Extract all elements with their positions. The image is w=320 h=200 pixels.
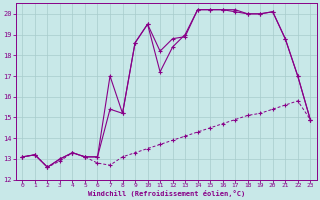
X-axis label: Windchill (Refroidissement éolien,°C): Windchill (Refroidissement éolien,°C): [88, 190, 245, 197]
